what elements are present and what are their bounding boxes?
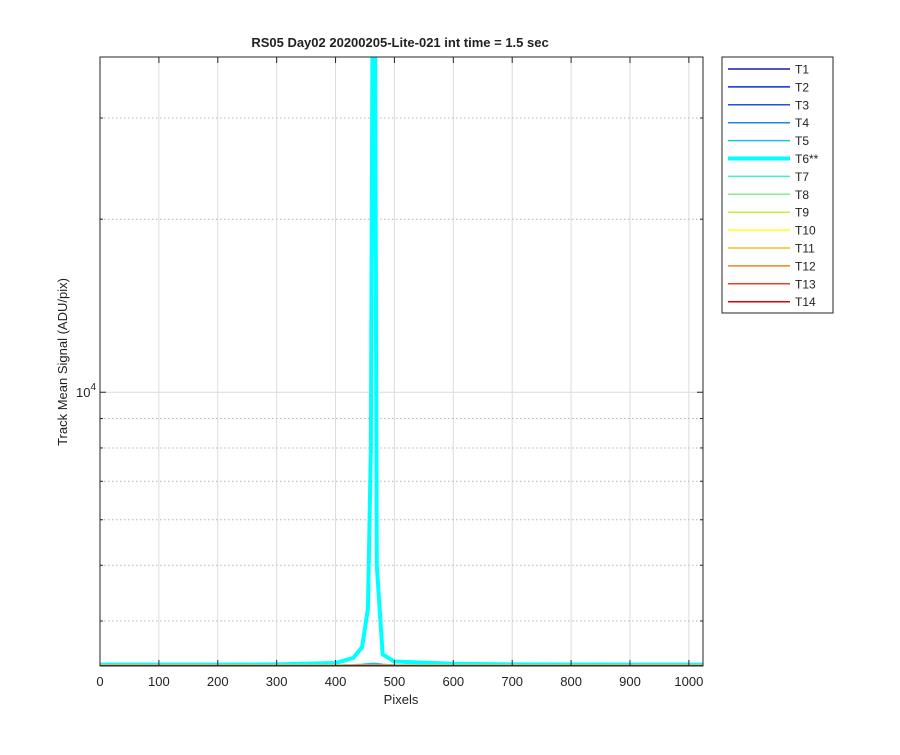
x-tick-label: 1000 (674, 674, 703, 689)
legend-label: T7 (795, 170, 809, 184)
legend-label: T9 (795, 206, 809, 220)
x-tick-label: 600 (442, 674, 464, 689)
x-tick-label: 500 (384, 674, 406, 689)
x-tick-label: 800 (560, 674, 582, 689)
legend-label: T13 (795, 277, 816, 291)
legend-label: T4 (795, 116, 809, 130)
legend-label: T5 (795, 134, 809, 148)
x-tick-label: 900 (619, 674, 641, 689)
legend-label: T3 (795, 98, 809, 112)
chart-title: RS05 Day02 20200205-Lite-021 int time = … (251, 35, 548, 50)
legend-label: T2 (795, 80, 809, 94)
legend-label: T14 (795, 295, 816, 309)
x-tick-label: 100 (148, 674, 170, 689)
legend-label: T12 (795, 259, 816, 273)
legend-label: T6** (795, 152, 819, 166)
legend-label: T1 (795, 63, 809, 77)
legend-label: T8 (795, 188, 809, 202)
x-tick-label: 400 (325, 674, 347, 689)
x-tick-label: 700 (501, 674, 523, 689)
plot-area (100, 57, 703, 666)
x-axis-label: Pixels (384, 692, 419, 707)
x-tick-label: 300 (266, 674, 288, 689)
y-axis-label: Track Mean Signal (ADU/pix) (55, 278, 70, 446)
x-tick-label: 0 (96, 674, 103, 689)
x-tick-label: 200 (207, 674, 229, 689)
legend-box (722, 57, 833, 313)
legend-label: T10 (795, 224, 816, 238)
legend-label: T11 (795, 242, 815, 256)
